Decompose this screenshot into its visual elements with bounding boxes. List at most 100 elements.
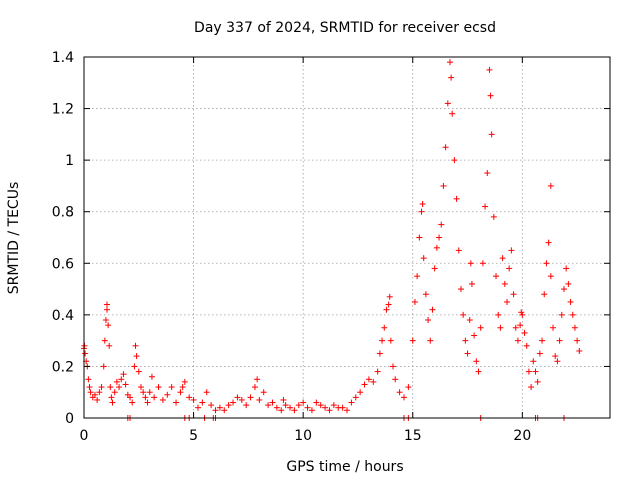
data-point [563, 265, 570, 272]
data-point [243, 402, 250, 409]
data-point [230, 399, 237, 406]
data-point [521, 329, 528, 336]
data-point [212, 407, 219, 414]
data-point [449, 110, 456, 117]
data-point [140, 389, 147, 396]
y-tick-label: 0.8 [52, 205, 74, 221]
data-point [427, 337, 434, 344]
data-point [422, 291, 429, 298]
data-point [330, 402, 337, 409]
data-point [550, 324, 557, 331]
data-point [444, 100, 451, 107]
data-point [462, 337, 469, 344]
y-tick-label: 1.4 [52, 50, 74, 66]
data-point [225, 402, 232, 409]
data-point [418, 208, 425, 215]
data-point [137, 384, 144, 391]
data-point [216, 404, 223, 411]
data-point [442, 144, 449, 151]
data-point [429, 306, 436, 313]
data-point [484, 170, 491, 177]
data-point [473, 358, 480, 365]
data-point [425, 317, 432, 324]
data-point [379, 337, 386, 344]
data-point [467, 260, 474, 267]
data-point [151, 394, 158, 401]
y-axis-label: SRMTID / TECUs [6, 182, 22, 295]
data-point [420, 255, 427, 262]
data-point [512, 324, 519, 331]
data-point [466, 317, 473, 324]
data-point [304, 404, 311, 411]
data-point [221, 407, 228, 414]
chart-title: Day 337 of 2024, SRMTID for receiver ecs… [194, 20, 496, 36]
data-point [530, 358, 537, 365]
data-point [479, 260, 486, 267]
data-point [190, 396, 197, 403]
data-point [234, 394, 241, 401]
data-point [96, 389, 103, 396]
data-point [508, 247, 515, 254]
data-point [556, 337, 563, 344]
data-point [348, 399, 355, 406]
data-point [146, 389, 153, 396]
data-point [322, 404, 329, 411]
data-point [567, 298, 574, 305]
data-point [416, 234, 423, 241]
data-point [554, 358, 561, 365]
data-point [571, 324, 578, 331]
data-point [105, 322, 112, 329]
data-point [464, 350, 471, 357]
data-point [560, 286, 567, 293]
data-point [107, 384, 114, 391]
data-point [133, 353, 140, 360]
data-point [436, 234, 443, 241]
data-point [129, 399, 136, 406]
data-point [106, 342, 113, 349]
data-point [534, 378, 541, 385]
data-point [326, 407, 333, 414]
plot-frame [83, 56, 611, 419]
data-point [118, 376, 125, 383]
data-point [344, 407, 350, 414]
data-point [381, 324, 388, 331]
y-tick-label: 0.6 [52, 256, 74, 272]
data-point [574, 337, 581, 344]
data-point [98, 384, 105, 391]
data-point [414, 273, 421, 280]
data-point [313, 399, 320, 406]
data-point [256, 396, 263, 403]
data-point [282, 402, 289, 409]
axis-ticks [83, 56, 610, 419]
data-point [179, 384, 186, 391]
x-tick-label: 10 [294, 428, 312, 444]
data-point [536, 350, 543, 357]
data-point [357, 389, 364, 396]
data-point [374, 368, 381, 375]
data-point [385, 301, 392, 308]
data-point [460, 311, 467, 318]
data-point [552, 353, 559, 360]
x-tick-label: 15 [404, 428, 422, 444]
data-point [390, 363, 397, 370]
data-point [448, 74, 455, 81]
data-point [405, 384, 412, 391]
data-point [102, 317, 109, 324]
data-point [186, 394, 193, 401]
data-point [208, 402, 215, 409]
data-point [251, 384, 258, 391]
x-tick-label: 20 [513, 428, 531, 444]
data-point [135, 368, 142, 375]
data-point [199, 399, 206, 406]
data-point [127, 394, 134, 401]
data-point [260, 389, 267, 396]
data-point [501, 280, 508, 287]
data-point [503, 298, 510, 305]
data-point [113, 378, 120, 385]
data-point [490, 213, 497, 220]
data-point [497, 324, 504, 331]
data-point [82, 350, 89, 357]
data-point [518, 309, 525, 316]
data-point [471, 332, 478, 339]
data-point [100, 363, 107, 370]
